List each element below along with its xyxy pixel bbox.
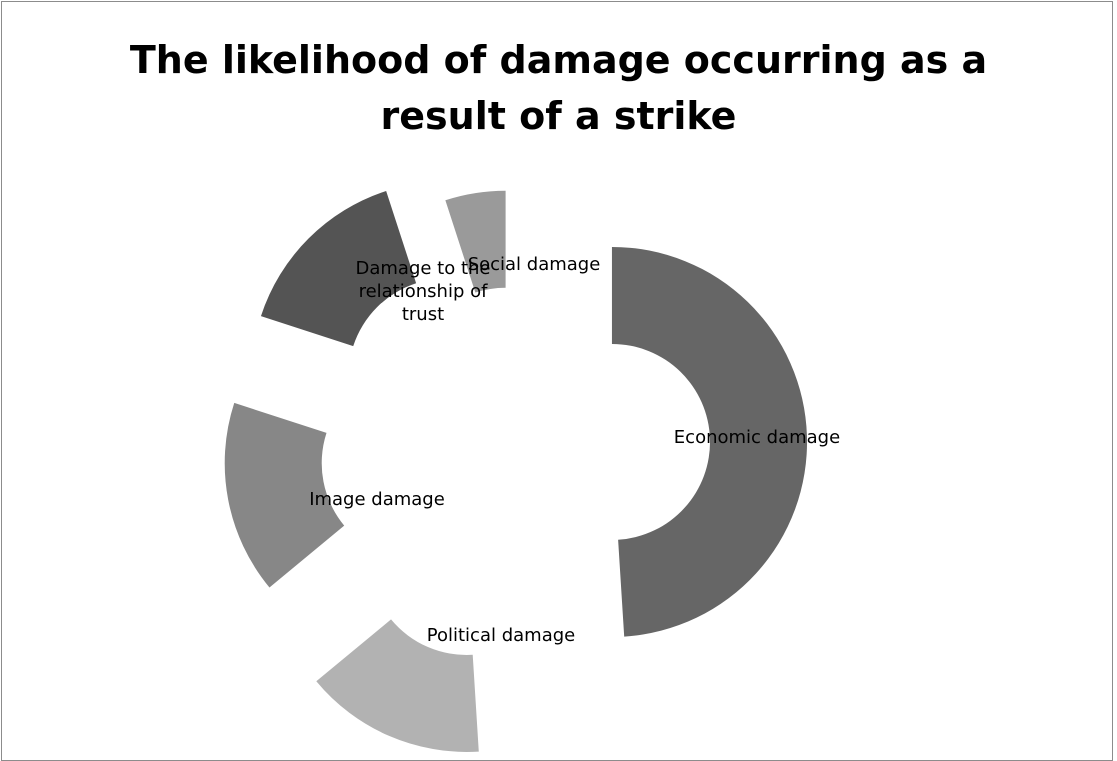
- slice-label-1-line-0: Political damage: [427, 625, 575, 646]
- chart-title-line-2: result of a strike: [380, 94, 737, 138]
- slice-label-2-line-0: Image damage: [309, 489, 445, 510]
- donut-slice-3: [260, 190, 417, 347]
- slice-label-4: Social damage: [468, 254, 601, 275]
- slice-label-3-line-0: Damage to the: [355, 258, 490, 279]
- slice-label-2: Image damage: [309, 489, 445, 510]
- slice-label-0: Economic damage: [674, 427, 840, 448]
- donut-slice-2: [224, 402, 345, 588]
- chart-title: The likelihood of damage occurring as a …: [0, 32, 1117, 144]
- donut-slice-0: [611, 246, 808, 637]
- slice-label-4-line-0: Social damage: [468, 254, 601, 275]
- slice-label-1: Political damage: [427, 625, 575, 646]
- donut-slice-1: [316, 619, 479, 752]
- slice-label-3-line-1: relationship of: [359, 281, 489, 302]
- slice-label-0-line-0: Economic damage: [674, 427, 840, 448]
- donut-slice-4: [445, 190, 506, 293]
- slice-label-3: Damage to the relationship of trust: [355, 258, 490, 325]
- chart-title-line-1: The likelihood of damage occurring as a: [129, 38, 988, 82]
- slice-label-3-line-2: trust: [402, 304, 444, 325]
